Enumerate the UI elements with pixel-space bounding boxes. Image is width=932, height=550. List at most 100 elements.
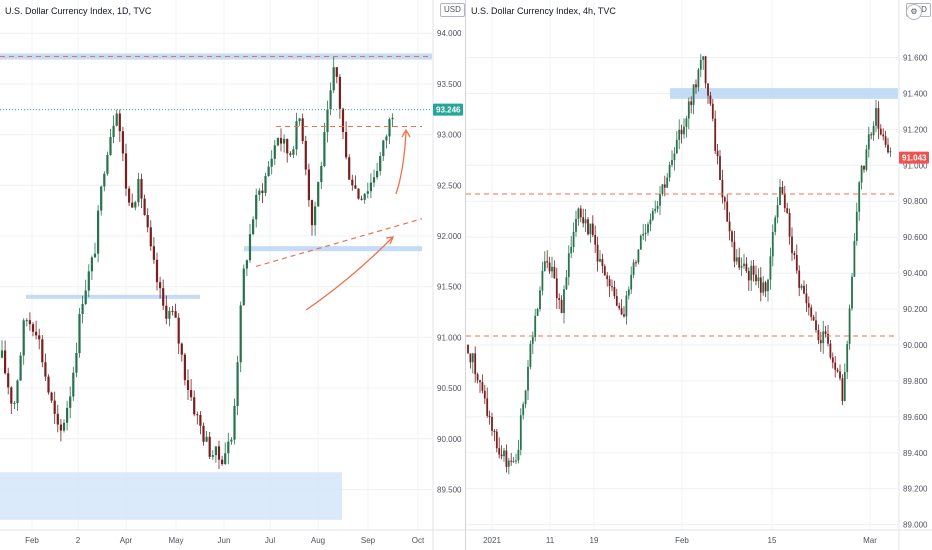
daily-arrow-head-2 xyxy=(401,128,411,138)
four-hour-candle-body xyxy=(690,101,693,105)
daily-candle-body xyxy=(180,343,183,355)
four-hour-candle-body xyxy=(803,285,805,294)
daily-last-value-tag xyxy=(433,103,463,116)
four-hour-y-tick-label: 89.800 xyxy=(903,377,928,386)
daily-candle-body xyxy=(87,271,90,291)
four-hour-candle-body xyxy=(863,165,865,170)
four-hour-candle-body xyxy=(783,193,786,209)
four-hour-candle-body xyxy=(831,357,834,363)
four-hour-candle-body xyxy=(615,296,618,306)
four-hour-candle-body xyxy=(762,282,765,293)
daily-candle-body xyxy=(354,185,357,189)
four-hour-candle-body xyxy=(654,208,657,211)
four-hour-candle-body xyxy=(884,136,887,145)
four-hour-candle-body xyxy=(855,211,858,241)
daily-candle-body xyxy=(35,331,38,336)
four-hour-candle-body xyxy=(584,219,587,224)
four-hour-candle-body xyxy=(505,450,508,467)
four-hour-candle-body xyxy=(606,275,609,280)
four-hour-candle-body xyxy=(882,134,885,137)
daily-candle-body xyxy=(233,405,236,440)
daily-candle-body xyxy=(186,380,190,390)
four-hour-candle-body xyxy=(733,241,736,262)
four-hour-candle-body xyxy=(529,343,532,367)
scale-settings-icon[interactable]: ⚙ xyxy=(906,4,922,20)
four-hour-candle-body xyxy=(795,254,798,271)
four-hour-candle-body xyxy=(483,390,486,399)
four-hour-candle-body xyxy=(603,266,606,276)
four-hour-candle-body xyxy=(661,184,664,195)
daily-candle-body xyxy=(81,303,84,315)
four-hour-candle-body xyxy=(798,270,801,288)
daily-candle-body xyxy=(279,137,283,144)
four-hour-candle-body xyxy=(500,454,503,457)
daily-candle-body xyxy=(205,436,208,442)
daily-x-tick-label: Jun xyxy=(218,536,231,545)
daily-x-tick-label: Oct xyxy=(412,536,425,545)
four-hour-y-tick-label: 90.800 xyxy=(903,197,928,206)
daily-candle-body xyxy=(28,320,31,325)
four-hour-candle-body xyxy=(507,460,510,467)
daily-candle-body xyxy=(78,314,81,354)
four-hour-candle-body xyxy=(599,259,601,262)
four-hour-candle-body xyxy=(726,201,729,222)
daily-candle-body xyxy=(115,113,118,126)
daily-chart-panel[interactable]: 94.000 93.500 93.000 92.500 92.000 91.500 91.0… xyxy=(0,0,466,550)
four-hour-candle-body xyxy=(503,450,505,457)
four-hour-y-tick-label: 89.200 xyxy=(903,485,928,494)
daily-candle-body xyxy=(270,158,273,167)
daily-candle-body xyxy=(41,339,44,363)
daily-y-tick-label: 90.000 xyxy=(437,435,462,444)
daily-candle-body xyxy=(363,193,366,200)
four-hour-chart-panel[interactable]: 91.600 91.400 91.200 91.000 90.800 90.600 90.4… xyxy=(466,0,932,550)
four-hour-candle-body xyxy=(716,150,719,157)
four-hour-candle-body xyxy=(534,315,537,337)
four-hour-candle-body xyxy=(647,224,649,233)
daily-chart-canvas[interactable]: 94.000 93.500 93.000 92.500 92.000 91.500 91.0… xyxy=(0,0,466,550)
daily-currency-label[interactable]: USD xyxy=(440,3,465,17)
four-hour-candle-body xyxy=(747,270,750,281)
daily-candle-body xyxy=(227,441,230,454)
four-hour-candle-body xyxy=(769,256,772,280)
daily-candle-body xyxy=(335,67,338,77)
four-hour-candle-body xyxy=(613,287,616,297)
daily-candle-body xyxy=(292,149,295,155)
four-hour-candle-body xyxy=(563,289,565,314)
four-hour-candle-body xyxy=(515,460,517,462)
daily-y-tick-label: 92.500 xyxy=(437,181,462,190)
daily-candle-body xyxy=(143,198,146,215)
four-hour-chart-canvas[interactable]: 91.600 91.400 91.200 91.000 90.800 90.600 90.4… xyxy=(466,0,932,550)
four-hour-candle-body xyxy=(791,236,793,254)
daily-candle-body xyxy=(112,125,115,138)
four-hour-candle-body xyxy=(858,182,861,212)
daily-candle-body xyxy=(224,453,227,465)
four-hour-candle-body xyxy=(807,303,810,308)
daily-zone-3 xyxy=(0,472,342,520)
daily-candle-body xyxy=(276,137,279,146)
four-hour-candle-body xyxy=(827,333,829,344)
four-hour-candle-body xyxy=(810,307,813,317)
four-hour-candle-body xyxy=(548,262,551,272)
daily-candle-body xyxy=(255,194,258,220)
four-hour-y-tick-label: 91.000 xyxy=(903,161,928,170)
four-hour-candle-body xyxy=(709,95,712,104)
four-hour-candle-body xyxy=(692,84,695,105)
daily-candle-body xyxy=(379,156,382,171)
daily-candle-body xyxy=(208,436,211,457)
daily-candle-body xyxy=(16,380,19,404)
four-hour-candle-body xyxy=(779,187,781,206)
panel-divider[interactable] xyxy=(465,0,466,550)
four-hour-candle-body xyxy=(467,344,469,354)
daily-candle-body xyxy=(366,191,369,194)
daily-candle-body xyxy=(137,179,140,203)
four-hour-candle-body xyxy=(668,165,671,178)
daily-candle-body xyxy=(211,455,214,457)
four-hour-candle-body xyxy=(846,343,849,373)
four-hour-candle-body xyxy=(673,153,676,161)
four-hour-candle-body xyxy=(551,266,553,272)
daily-candle-body xyxy=(196,414,199,416)
daily-trend-line xyxy=(255,218,423,267)
four-hour-candle-body xyxy=(522,404,525,416)
four-hour-candle-body xyxy=(623,314,625,317)
four-hour-last-value-label: 91.043 xyxy=(902,154,927,163)
